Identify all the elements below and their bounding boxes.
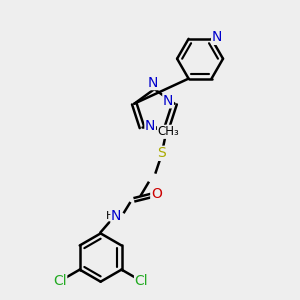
Text: N: N — [148, 76, 158, 90]
Text: S: S — [157, 146, 166, 160]
Text: N: N — [145, 119, 155, 133]
Text: N: N — [212, 30, 222, 44]
Text: Cl: Cl — [53, 274, 67, 288]
Text: N: N — [111, 209, 122, 223]
Text: O: O — [151, 187, 162, 201]
Text: N: N — [163, 94, 173, 108]
Text: CH₃: CH₃ — [158, 125, 179, 138]
Text: Cl: Cl — [135, 274, 148, 288]
Text: H: H — [106, 211, 114, 221]
